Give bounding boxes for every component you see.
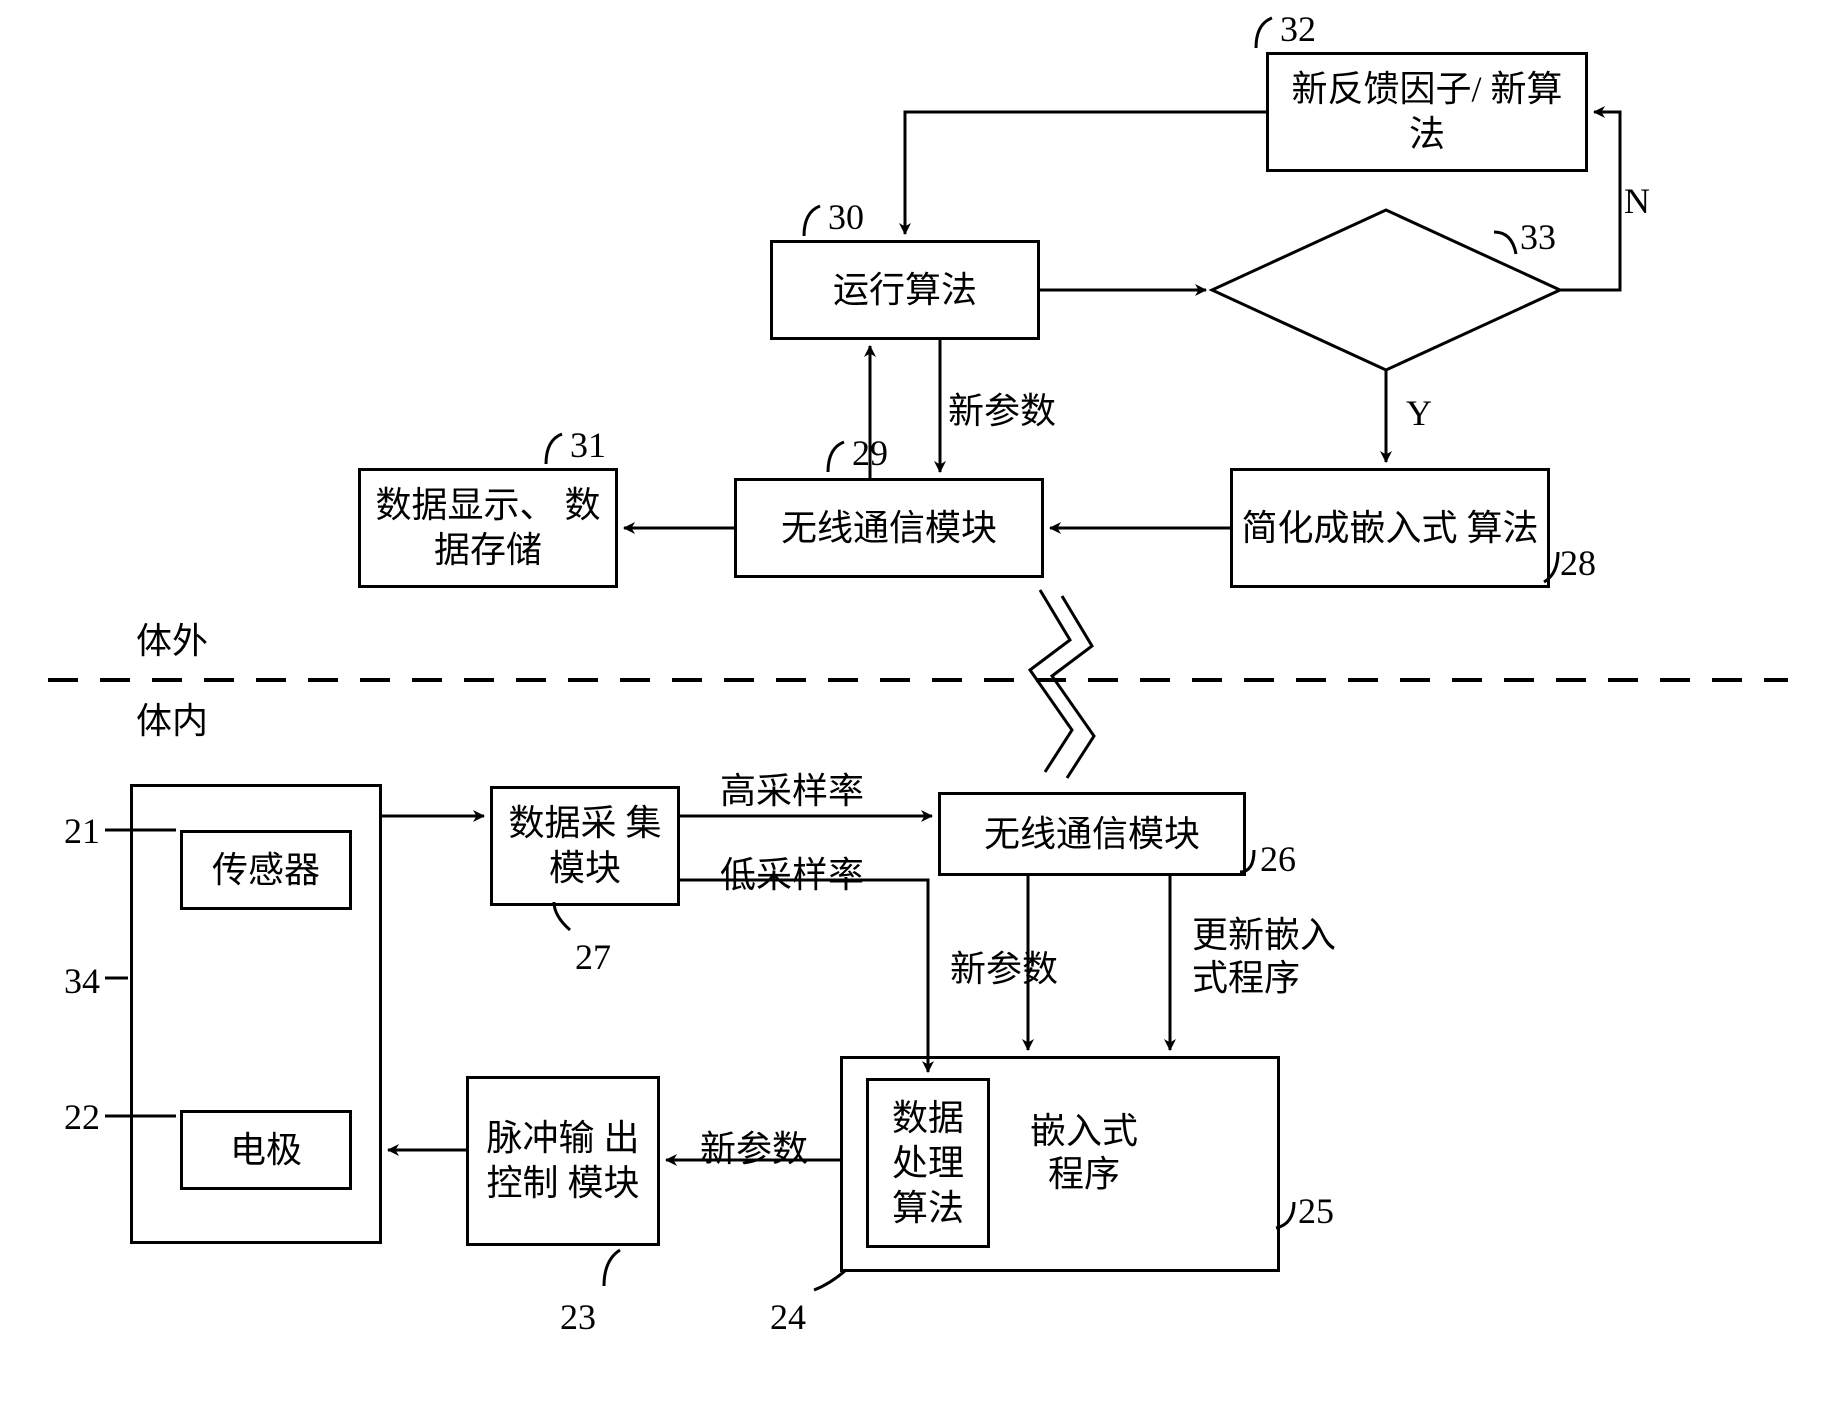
num-24: 24	[770, 1296, 806, 1338]
node-data-display-storage: 数据显示、 数据存储	[358, 468, 618, 588]
num-26: 26	[1260, 838, 1296, 880]
label-low-rate: 低采样率	[720, 854, 864, 897]
num-29: 29	[852, 432, 888, 474]
node-text: 运行算法	[833, 268, 977, 313]
node-feasible-text: 算法可行?	[1298, 272, 1458, 315]
node-text: 简化成嵌入式 算法	[1241, 506, 1538, 551]
node-pulse-output: 脉冲输 出控制 模块	[466, 1076, 660, 1246]
node-data-processing: 数据 处理 算法	[866, 1078, 990, 1248]
num-21: 21	[64, 810, 100, 852]
node-electrode: 电极	[180, 1110, 352, 1190]
label-new-param-low: 新参数	[700, 1128, 808, 1171]
node-text: 无线通信模块	[781, 506, 997, 551]
num-25: 25	[1298, 1190, 1334, 1232]
num-31: 31	[570, 424, 606, 466]
node-data-acquisition: 数据采 集模块	[490, 786, 680, 906]
node-text: 无线通信模块	[984, 812, 1200, 857]
num-33: 33	[1520, 216, 1556, 258]
node-text: 电极	[230, 1128, 302, 1173]
node-text: 脉冲输 出控制 模块	[475, 1116, 651, 1206]
num-32: 32	[1280, 8, 1316, 50]
node-wireless-int: 无线通信模块	[938, 792, 1246, 876]
node-run-algorithm: 运行算法	[770, 240, 1040, 340]
num-27: 27	[575, 936, 611, 978]
node-simplify-embedded: 简化成嵌入式 算法	[1230, 468, 1550, 588]
num-22: 22	[64, 1096, 100, 1138]
node-embedded-text: 嵌入式 程序	[1030, 1110, 1138, 1196]
node-text: 数据采 集模块	[499, 801, 671, 891]
label-Y: Y	[1406, 392, 1432, 435]
label-update-prog: 更新嵌入 式程序	[1192, 914, 1336, 1000]
node-wireless-ext: 无线通信模块	[734, 478, 1044, 578]
node-text: 数据显示、 数据存储	[367, 483, 609, 573]
label-high-rate: 高采样率	[720, 770, 864, 813]
label-outside: 体外	[136, 620, 208, 663]
label-N: N	[1624, 180, 1650, 223]
node-text: 数据 处理 算法	[875, 1096, 981, 1231]
label-new-param-mid: 新参数	[950, 948, 1058, 991]
num-30: 30	[828, 196, 864, 238]
label-inside: 体内	[136, 700, 208, 743]
num-34: 34	[64, 960, 100, 1002]
node-sensor: 传感器	[180, 830, 352, 910]
num-23: 23	[560, 1296, 596, 1338]
diagram-canvas: 新反馈因子/ 新算法 32 运行算法 30 算法可行? 33 数据显示、 数据存…	[0, 0, 1829, 1424]
label-new-param-top: 新参数	[948, 390, 1056, 433]
node-text: 传感器	[212, 848, 320, 893]
node-new-feedback: 新反馈因子/ 新算法	[1266, 52, 1588, 172]
num-28: 28	[1560, 542, 1596, 584]
node-text: 新反馈因子/ 新算法	[1275, 67, 1579, 157]
